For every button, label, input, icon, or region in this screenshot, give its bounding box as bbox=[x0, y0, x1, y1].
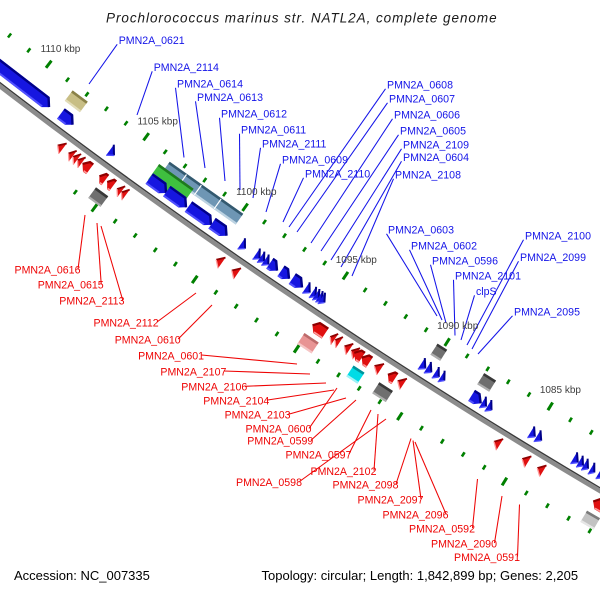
svg-text:PMN2A_2101: PMN2A_2101 bbox=[455, 270, 521, 282]
svg-text:PMN2A_0608: PMN2A_0608 bbox=[387, 79, 453, 91]
svg-text:PMN2A_0591: PMN2A_0591 bbox=[454, 552, 520, 564]
svg-text:PMN2A_0602: PMN2A_0602 bbox=[411, 240, 477, 252]
svg-text:PMN2A_2090: PMN2A_2090 bbox=[431, 538, 497, 550]
svg-text:PMN2A_0607: PMN2A_0607 bbox=[389, 93, 455, 105]
svg-text:Topology: circular; Length: 1,: Topology: circular; Length: 1,842,899 bp… bbox=[262, 568, 579, 583]
svg-text:PMN2A_2104: PMN2A_2104 bbox=[203, 395, 269, 407]
svg-text:1105 kbp: 1105 kbp bbox=[137, 117, 178, 128]
svg-text:PMN2A_2107: PMN2A_2107 bbox=[160, 366, 226, 378]
svg-text:PMN2A_2114: PMN2A_2114 bbox=[154, 62, 219, 74]
svg-text:PMN2A_0601: PMN2A_0601 bbox=[138, 350, 204, 362]
svg-text:1100 kbp: 1100 kbp bbox=[236, 187, 277, 198]
svg-text:PMN2A_2102: PMN2A_2102 bbox=[311, 466, 377, 478]
svg-text:PMN2A_2109: PMN2A_2109 bbox=[403, 139, 469, 151]
svg-text:clpS: clpS bbox=[476, 286, 497, 298]
svg-text:PMN2A_0616: PMN2A_0616 bbox=[15, 265, 81, 277]
svg-text:PMN2A_2098: PMN2A_2098 bbox=[333, 479, 399, 491]
svg-text:1110 kbp: 1110 kbp bbox=[41, 44, 81, 55]
svg-text:PMN2A_0613: PMN2A_0613 bbox=[197, 92, 263, 104]
svg-text:Accession: NC_007335: Accession: NC_007335 bbox=[14, 568, 150, 583]
svg-text:PMN2A_0603: PMN2A_0603 bbox=[388, 224, 454, 236]
svg-text:PMN2A_2113: PMN2A_2113 bbox=[59, 296, 124, 308]
svg-text:PMN2A_0606: PMN2A_0606 bbox=[394, 109, 460, 121]
svg-text:PMN2A_2106: PMN2A_2106 bbox=[181, 382, 247, 394]
svg-text:PMN2A_2108: PMN2A_2108 bbox=[395, 169, 461, 181]
svg-text:1085 kbp: 1085 kbp bbox=[540, 385, 582, 396]
svg-text:PMN2A_2099: PMN2A_2099 bbox=[520, 252, 586, 264]
svg-text:PMN2A_0598: PMN2A_0598 bbox=[236, 477, 302, 489]
svg-text:PMN2A_0610: PMN2A_0610 bbox=[115, 334, 181, 346]
svg-text:PMN2A_2110: PMN2A_2110 bbox=[305, 168, 370, 180]
svg-text:PMN2A_0597: PMN2A_0597 bbox=[286, 449, 352, 461]
svg-text:PMN2A_2111: PMN2A_2111 bbox=[262, 138, 326, 150]
svg-text:PMN2A_0600: PMN2A_0600 bbox=[246, 424, 312, 436]
svg-text:PMN2A_2103: PMN2A_2103 bbox=[225, 410, 291, 422]
svg-text:PMN2A_2097: PMN2A_2097 bbox=[358, 494, 424, 506]
svg-text:PMN2A_0604: PMN2A_0604 bbox=[403, 152, 469, 164]
svg-text:PMN2A_0614: PMN2A_0614 bbox=[177, 78, 243, 90]
svg-text:PMN2A_0592: PMN2A_0592 bbox=[409, 523, 475, 535]
svg-text:1090 kbp: 1090 kbp bbox=[437, 321, 479, 332]
svg-text:PMN2A_0596: PMN2A_0596 bbox=[432, 255, 498, 267]
svg-text:PMN2A_0605: PMN2A_0605 bbox=[400, 125, 466, 137]
svg-text:Prochlorococcus marinus str. N: Prochlorococcus marinus str. NATL2A, com… bbox=[106, 11, 498, 26]
svg-text:PMN2A_0611: PMN2A_0611 bbox=[241, 124, 306, 136]
svg-text:PMN2A_0612: PMN2A_0612 bbox=[221, 108, 287, 120]
svg-text:PMN2A_2100: PMN2A_2100 bbox=[525, 230, 591, 242]
svg-text:PMN2A_0615: PMN2A_0615 bbox=[38, 279, 104, 291]
svg-text:1095 kbp: 1095 kbp bbox=[336, 255, 378, 266]
svg-text:PMN2A_2096: PMN2A_2096 bbox=[383, 509, 449, 521]
svg-text:PMN2A_2095: PMN2A_2095 bbox=[514, 306, 580, 318]
svg-text:PMN2A_0599: PMN2A_0599 bbox=[247, 436, 313, 448]
svg-text:PMN2A_2112: PMN2A_2112 bbox=[94, 317, 159, 329]
svg-text:PMN2A_0609: PMN2A_0609 bbox=[282, 154, 348, 166]
svg-text:PMN2A_0621: PMN2A_0621 bbox=[119, 35, 185, 47]
